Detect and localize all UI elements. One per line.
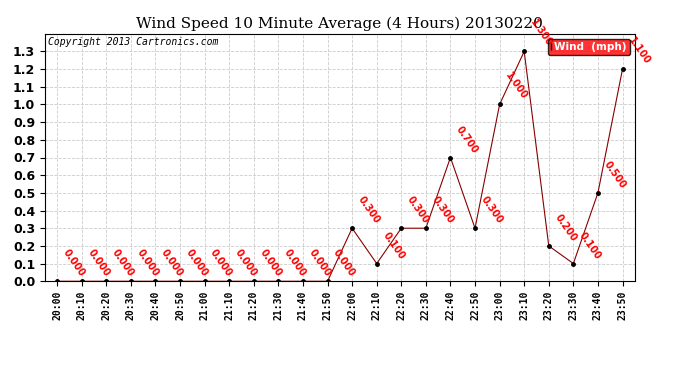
Text: 0.000: 0.000 <box>306 248 333 279</box>
Legend: Wind  (mph): Wind (mph) <box>548 39 629 55</box>
Text: 0.000: 0.000 <box>282 248 308 279</box>
Text: 1.100: 1.100 <box>627 36 652 66</box>
Text: Copyright 2013 Cartronics.com: Copyright 2013 Cartronics.com <box>48 38 218 48</box>
Text: 0.000: 0.000 <box>159 248 185 279</box>
Text: 1.000: 1.000 <box>503 71 529 102</box>
Text: 0.000: 0.000 <box>208 248 234 279</box>
Text: 0.000: 0.000 <box>135 248 160 279</box>
Text: 0.300: 0.300 <box>430 195 455 226</box>
Title: Wind Speed 10 Minute Average (4 Hours) 20130220: Wind Speed 10 Minute Average (4 Hours) 2… <box>137 17 543 31</box>
Text: 0.000: 0.000 <box>233 248 259 279</box>
Text: 0.200: 0.200 <box>553 212 578 243</box>
Text: 1.300: 1.300 <box>528 18 553 49</box>
Text: 0.300: 0.300 <box>356 195 382 226</box>
Text: 0.700: 0.700 <box>454 124 480 155</box>
Text: 0.100: 0.100 <box>577 230 603 261</box>
Text: 0.500: 0.500 <box>602 159 627 190</box>
Text: 0.300: 0.300 <box>479 195 504 226</box>
Text: 0.000: 0.000 <box>110 248 136 279</box>
Text: 0.000: 0.000 <box>184 248 210 279</box>
Text: 0.000: 0.000 <box>331 248 357 279</box>
Text: 0.100: 0.100 <box>380 230 406 261</box>
Text: 0.000: 0.000 <box>61 248 87 279</box>
Text: 0.000: 0.000 <box>86 248 111 279</box>
Text: 0.300: 0.300 <box>405 195 431 226</box>
Text: 0.000: 0.000 <box>257 248 284 279</box>
